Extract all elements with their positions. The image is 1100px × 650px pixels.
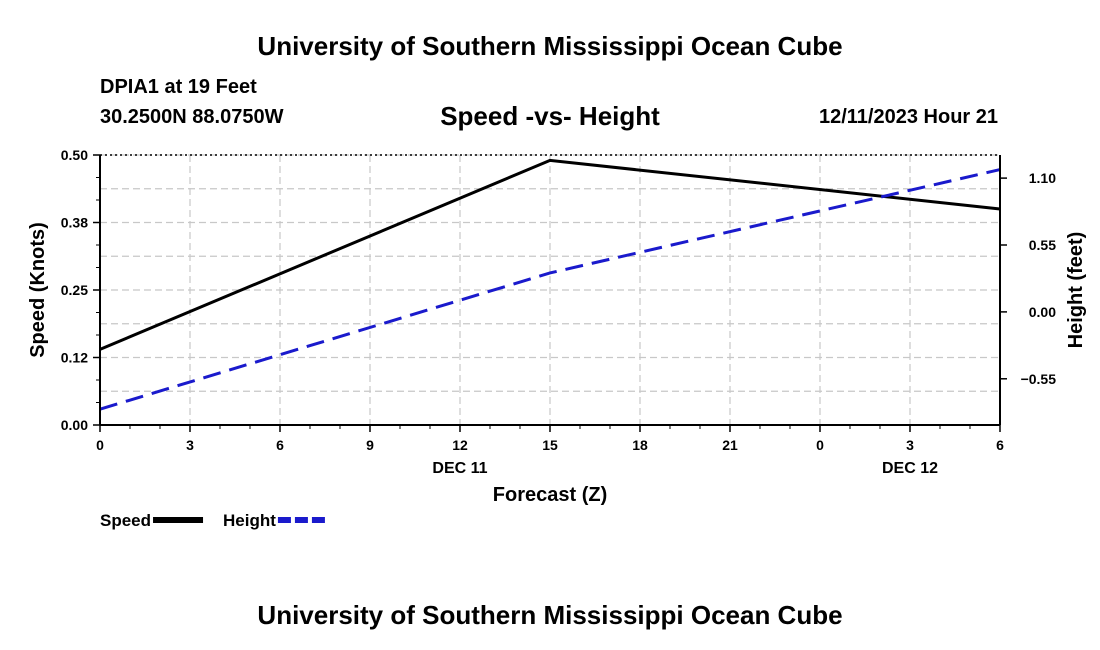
y-tick-label: 0.00 — [61, 417, 88, 433]
y2-tick-label: 0.00 — [1029, 304, 1056, 320]
series-line-speed — [99, 158, 1001, 351]
legend-label-height: Height — [223, 511, 276, 530]
x-tick-label: 0 — [96, 437, 104, 453]
x-tick-label: 3 — [906, 437, 914, 453]
x-axis-label: Forecast (Z) — [493, 484, 607, 506]
y-tick-label: 0.38 — [61, 215, 88, 231]
x-tick-label: 6 — [996, 437, 1004, 453]
legend: Speed Height — [100, 511, 328, 530]
legend-label-speed: Speed — [100, 511, 151, 530]
timestamp-label: 12/11/2023 Hour 21 — [818, 106, 998, 128]
x-tick-label: 18 — [632, 437, 648, 453]
axis-labels: 0 3 6 9 12 15 18 21 0 3 6 DEC 11 DEC 12 Forecast (Z) 0… — [27, 147, 1087, 506]
station-label: DPIA1 at 19 Feet — [100, 76, 257, 98]
axes — [93, 154, 1007, 432]
x-tick-label: 3 — [186, 437, 194, 453]
date-label: DEC 11 — [432, 460, 487, 477]
chart-title: Speed -vs- Height — [440, 101, 660, 131]
x-tick-label: 12 — [452, 437, 468, 453]
y2-tick-label: −0.55 — [1021, 371, 1057, 387]
x-tick-label: 0 — [816, 437, 824, 453]
y-tick-label: 0.25 — [61, 282, 88, 298]
x-tick-label: 6 — [276, 437, 284, 453]
y2-tick-label: 0.55 — [1029, 237, 1056, 253]
x-tick-label: 15 — [542, 437, 558, 453]
coordinates-label: 30.2500N 88.0750W — [100, 106, 284, 128]
x-tick-label: 21 — [722, 437, 738, 453]
y2-tick-label: 1.10 — [1029, 170, 1056, 186]
y2-axis-label: Height (feet) — [1065, 232, 1087, 349]
y-tick-label: 0.12 — [61, 350, 88, 366]
date-label: DEC 12 — [882, 460, 938, 477]
main-title: University of Southern Mississippi Ocean… — [257, 31, 843, 61]
y-tick-label: 0.50 — [61, 147, 88, 163]
series-line-height — [99, 168, 1001, 411]
y-axis-label: Speed (Knots) — [27, 222, 49, 358]
series-lines — [99, 158, 1001, 411]
x-tick-label: 9 — [366, 437, 374, 453]
footer-title: University of Southern Mississippi Ocean… — [257, 600, 843, 630]
